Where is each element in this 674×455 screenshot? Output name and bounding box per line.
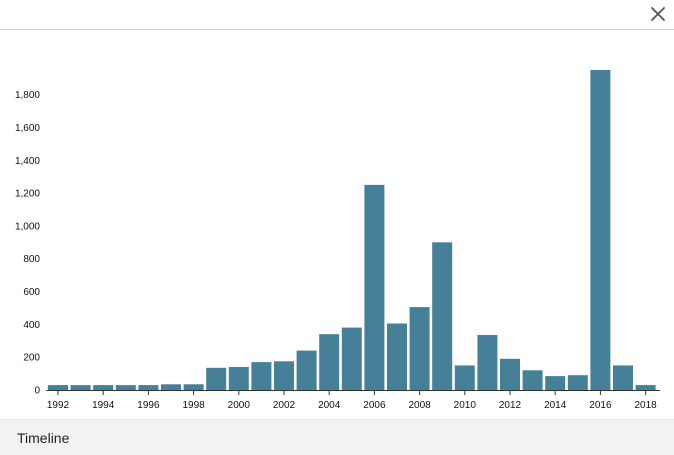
y-tick-label-800: 800 <box>23 254 40 265</box>
bar-1992[interactable] <box>48 385 68 390</box>
bar-2015[interactable] <box>567 375 588 390</box>
x-tick-label-1992: 1992 <box>47 400 70 411</box>
bar-2009[interactable] <box>432 242 453 390</box>
bar-2017[interactable] <box>613 365 633 390</box>
x-tick-label-2014: 2014 <box>544 400 567 411</box>
bar-2018[interactable] <box>635 385 656 390</box>
bar-2014[interactable] <box>545 376 566 390</box>
bar-2012[interactable] <box>500 358 520 390</box>
x-tick-label-1994: 1994 <box>92 400 115 411</box>
timeline-chart: 1992 1994 1996 1998 2000 2002 2004 2006 2008 2010… <box>0 30 674 418</box>
x-tick-label-2002: 2002 <box>273 400 296 411</box>
bar-2004[interactable] <box>319 334 340 390</box>
bar-2001[interactable] <box>251 362 272 390</box>
bar-2003[interactable] <box>296 350 317 390</box>
y-tick-label-1000: 1,000 <box>15 221 40 232</box>
x-tick-label-2012: 2012 <box>499 400 522 411</box>
bar-2005[interactable] <box>341 327 362 390</box>
x-tick-label-2008: 2008 <box>408 400 431 411</box>
y-tick-label-0: 0 <box>34 386 40 397</box>
y-tick-label-400: 400 <box>23 320 40 331</box>
timeline-bar-chart: 1992 1994 1996 1998 2000 2002 2004 2006 2008 2010… <box>15 70 660 411</box>
footer-title: Timeline <box>17 430 70 446</box>
x-tick-label-2018: 2018 <box>634 400 657 411</box>
close-icon <box>651 7 665 21</box>
y-tick-label-200: 200 <box>23 353 40 364</box>
x-tick-label-2006: 2006 <box>363 400 386 411</box>
close-button[interactable] <box>648 4 668 24</box>
y-tick-label-1600: 1,600 <box>15 123 40 134</box>
bar-2011[interactable] <box>477 335 498 390</box>
y-tick-label-600: 600 <box>23 287 40 298</box>
bar-2007[interactable] <box>387 323 407 391</box>
bar-1997[interactable] <box>161 384 181 390</box>
bar-2008[interactable] <box>409 307 430 390</box>
bar-1999[interactable] <box>206 367 227 390</box>
x-tick-label-2016: 2016 <box>589 400 612 411</box>
x-tick-label-1998: 1998 <box>182 400 205 411</box>
x-tick-label-2010: 2010 <box>454 400 477 411</box>
x-tick-label-2004: 2004 <box>318 400 341 411</box>
y-tick-label-1800: 1,800 <box>15 90 40 101</box>
bar-1994[interactable] <box>93 385 114 390</box>
bar-2000[interactable] <box>228 367 249 390</box>
panel-header <box>0 0 674 30</box>
bar-2013[interactable] <box>522 370 543 390</box>
x-tick-label-1996: 1996 <box>137 400 160 411</box>
x-tick-label-2000: 2000 <box>228 400 251 411</box>
bar-1998[interactable] <box>183 384 204 390</box>
bar-1996[interactable] <box>138 385 159 390</box>
y-tick-label-1400: 1,400 <box>15 156 40 167</box>
bar-2010[interactable] <box>454 365 475 390</box>
bar-1995[interactable] <box>115 385 136 390</box>
y-tick-label-1200: 1,200 <box>15 189 40 200</box>
bar-2006[interactable] <box>364 184 385 390</box>
bar-2016[interactable] <box>590 70 611 390</box>
bar-2002[interactable] <box>274 361 294 390</box>
bar-1993[interactable] <box>70 385 91 390</box>
panel-footer: Timeline <box>0 419 674 455</box>
